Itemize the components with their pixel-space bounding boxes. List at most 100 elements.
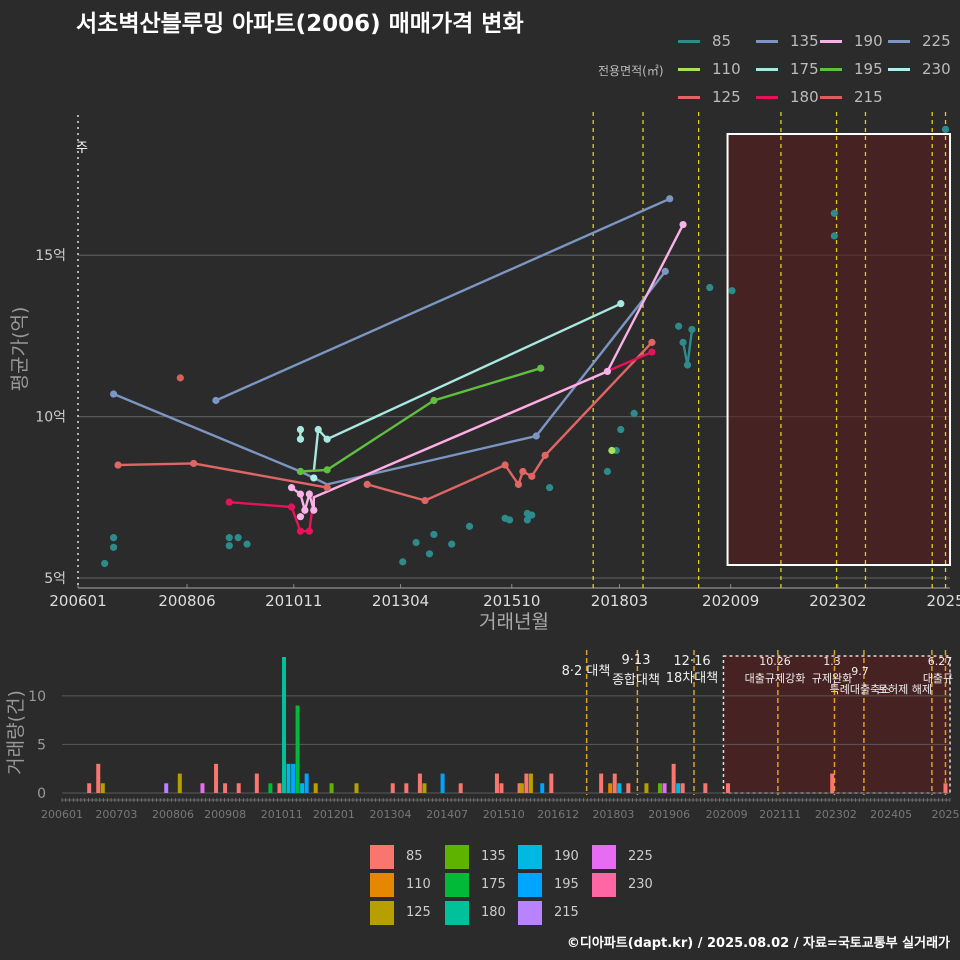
x-tick-label: 200601 bbox=[49, 592, 106, 610]
legend-item-180: 180 bbox=[756, 88, 819, 106]
legend-swatch bbox=[678, 40, 700, 43]
legend-label: 190 bbox=[854, 32, 883, 50]
bar-y-tick-label: 10 bbox=[28, 689, 46, 705]
data-point-190 bbox=[296, 490, 305, 498]
bar-x-tick-label: 201304 bbox=[369, 808, 411, 821]
bar-85 bbox=[404, 783, 409, 793]
start-marker-label: 주 bbox=[76, 141, 88, 156]
bar-x-tick-label: 202111 bbox=[759, 808, 801, 821]
bar-195 bbox=[304, 773, 309, 793]
legend-item-135: 135 bbox=[756, 32, 819, 50]
bar-legend-swatch-110 bbox=[370, 873, 394, 897]
bar-legend-swatch-190 bbox=[518, 845, 542, 869]
bar-legend-label: 125 bbox=[406, 905, 431, 920]
data-point-85 bbox=[603, 467, 612, 476]
legend-label: 125 bbox=[712, 88, 741, 106]
data-point-175 bbox=[296, 435, 305, 443]
bar-85 bbox=[214, 763, 219, 793]
legend-item-175: 175 bbox=[756, 60, 819, 78]
bar-125 bbox=[177, 773, 182, 793]
data-point-190 bbox=[287, 484, 296, 492]
bar-85 bbox=[254, 773, 259, 793]
legend-item-110: 110 bbox=[678, 60, 741, 78]
policy-annotation: 18차대책 bbox=[666, 671, 718, 686]
bar-y-tick-label: 0 bbox=[37, 786, 46, 802]
data-point-85 bbox=[941, 125, 950, 133]
bar-legend-swatch-125 bbox=[370, 901, 394, 925]
x-tick-label: 201304 bbox=[372, 592, 429, 610]
bar-85 bbox=[458, 783, 463, 793]
x-tick-label: 200806 bbox=[158, 592, 215, 610]
bar-215 bbox=[164, 783, 169, 793]
data-point-85 bbox=[675, 322, 683, 330]
bar-85 bbox=[943, 783, 948, 793]
data-point-175 bbox=[323, 435, 331, 443]
data-point-225 bbox=[666, 195, 674, 203]
legend-label: 195 bbox=[854, 60, 883, 78]
bar-highlight-region bbox=[722, 655, 951, 794]
bar-85 bbox=[494, 773, 499, 793]
data-point-85 bbox=[101, 559, 109, 568]
bar-x-tick-label: 201407 bbox=[426, 808, 468, 821]
legend-label: 180 bbox=[790, 88, 819, 106]
data-point-230 bbox=[310, 474, 318, 482]
legend-item-215: 215 bbox=[820, 88, 883, 106]
legend-label: 225 bbox=[922, 32, 951, 50]
legend-label: 85 bbox=[712, 32, 732, 50]
bar-x-tick-label: 201011 bbox=[261, 808, 303, 821]
bar-x-tick-label: 201612 bbox=[537, 808, 579, 821]
x-tick-label: 202009 bbox=[702, 592, 759, 610]
data-point-125 bbox=[421, 496, 429, 505]
data-point-85 bbox=[505, 516, 514, 524]
bar-85 bbox=[417, 773, 422, 793]
data-point-125 bbox=[519, 467, 527, 476]
data-point-180 bbox=[305, 527, 313, 535]
policy-annotation: 종합대책 bbox=[612, 673, 660, 688]
data-point-85 bbox=[425, 550, 434, 558]
bar-x-tick-label: 200908 bbox=[204, 808, 246, 821]
legend-swatch bbox=[756, 68, 778, 71]
series-line-225 bbox=[215, 197, 671, 402]
bar-y-tick-label: 5 bbox=[37, 737, 46, 753]
data-point-85 bbox=[109, 543, 118, 551]
policy-annotation: 대출규제강화 bbox=[745, 672, 806, 685]
policy-annotation: 토허제 해제 bbox=[878, 682, 932, 696]
bar-legend-swatch-230 bbox=[592, 873, 616, 897]
data-point-125 bbox=[541, 451, 549, 459]
bar-190 bbox=[676, 783, 681, 793]
legend-item-190: 190 bbox=[820, 32, 883, 50]
bar-legend-label: 135 bbox=[481, 849, 506, 864]
legend-item-230: 230 bbox=[888, 60, 951, 78]
bar-y-axis-label: 거래량(건) bbox=[5, 690, 27, 775]
legend-label: 110 bbox=[712, 60, 741, 78]
bar-85 bbox=[703, 783, 708, 793]
bar-125 bbox=[528, 773, 533, 793]
bar-85 bbox=[517, 783, 522, 793]
data-point-125 bbox=[114, 461, 122, 469]
data-point-190 bbox=[296, 513, 305, 521]
policy-annotation: 8·2 대책 bbox=[562, 664, 611, 679]
bar-225 bbox=[662, 783, 667, 793]
legend-swatch bbox=[678, 96, 700, 99]
chart-title: 서초벽산블루밍 아파트(2006) 매매가격 변화 bbox=[76, 11, 524, 37]
legend-swatch bbox=[888, 40, 910, 43]
bar-85 bbox=[830, 773, 835, 793]
bar-125 bbox=[100, 783, 105, 793]
policy-annotation: 1.3 bbox=[823, 655, 841, 668]
legend-label: 135 bbox=[790, 32, 819, 50]
data-point-85 bbox=[430, 530, 438, 539]
bar-85 bbox=[236, 783, 241, 793]
bar-125 bbox=[422, 783, 427, 793]
policy-annotation: 12·16 bbox=[673, 654, 710, 669]
data-point-85 bbox=[234, 534, 242, 542]
bar-85 bbox=[726, 783, 730, 793]
data-point-85 bbox=[523, 516, 531, 524]
data-point-190 bbox=[310, 506, 318, 514]
bar-legend-label: 195 bbox=[554, 877, 579, 892]
bar-85 bbox=[223, 783, 228, 793]
data-point-85 bbox=[706, 283, 714, 292]
policy-annotation: 대출규 bbox=[923, 672, 953, 685]
x-tick-label: 201011 bbox=[265, 592, 322, 610]
legend-item-225: 225 bbox=[888, 32, 951, 50]
